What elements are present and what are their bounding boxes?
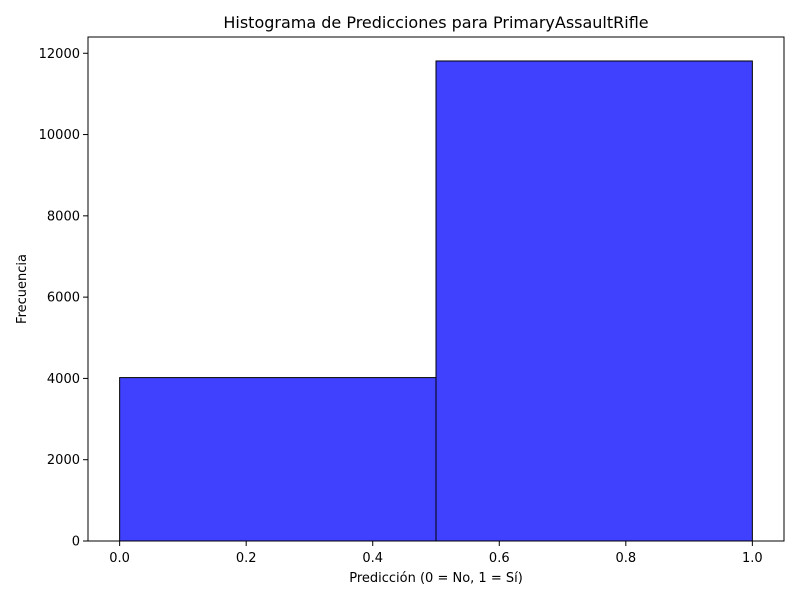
x-axis-label: Predicción (0 = No, 1 = Sí) <box>349 571 523 586</box>
chart-title: Histograma de Predicciones para PrimaryA… <box>223 13 648 32</box>
x-tick-label: 0.8 <box>615 551 636 566</box>
y-axis-label: Frecuencia <box>15 254 30 324</box>
x-axis-ticks: 0.0 0.2 0.4 0.6 0.8 1.0 <box>109 541 763 566</box>
y-tick-label: 12000 <box>39 47 80 62</box>
y-tick-label: 4000 <box>47 372 80 387</box>
x-tick-label: 0.0 <box>109 551 130 566</box>
y-tick-label: 6000 <box>47 291 80 306</box>
x-tick-label: 0.2 <box>236 551 257 566</box>
y-tick-label: 8000 <box>47 209 80 224</box>
y-tick-label: 2000 <box>47 453 80 468</box>
bars-layer <box>119 60 753 542</box>
x-tick-label: 1.0 <box>742 551 763 566</box>
x-tick-label: 0.6 <box>489 551 510 566</box>
histogram-bar-0 <box>119 377 437 542</box>
histogram-bar-1 <box>435 60 753 542</box>
x-tick-label: 0.4 <box>362 551 383 566</box>
y-tick-label: 10000 <box>39 128 80 143</box>
y-axis-ticks: 0 2000 4000 6000 8000 10000 12000 <box>39 47 88 550</box>
plot-frame <box>87 36 785 542</box>
y-tick-label: 0 <box>72 535 80 550</box>
